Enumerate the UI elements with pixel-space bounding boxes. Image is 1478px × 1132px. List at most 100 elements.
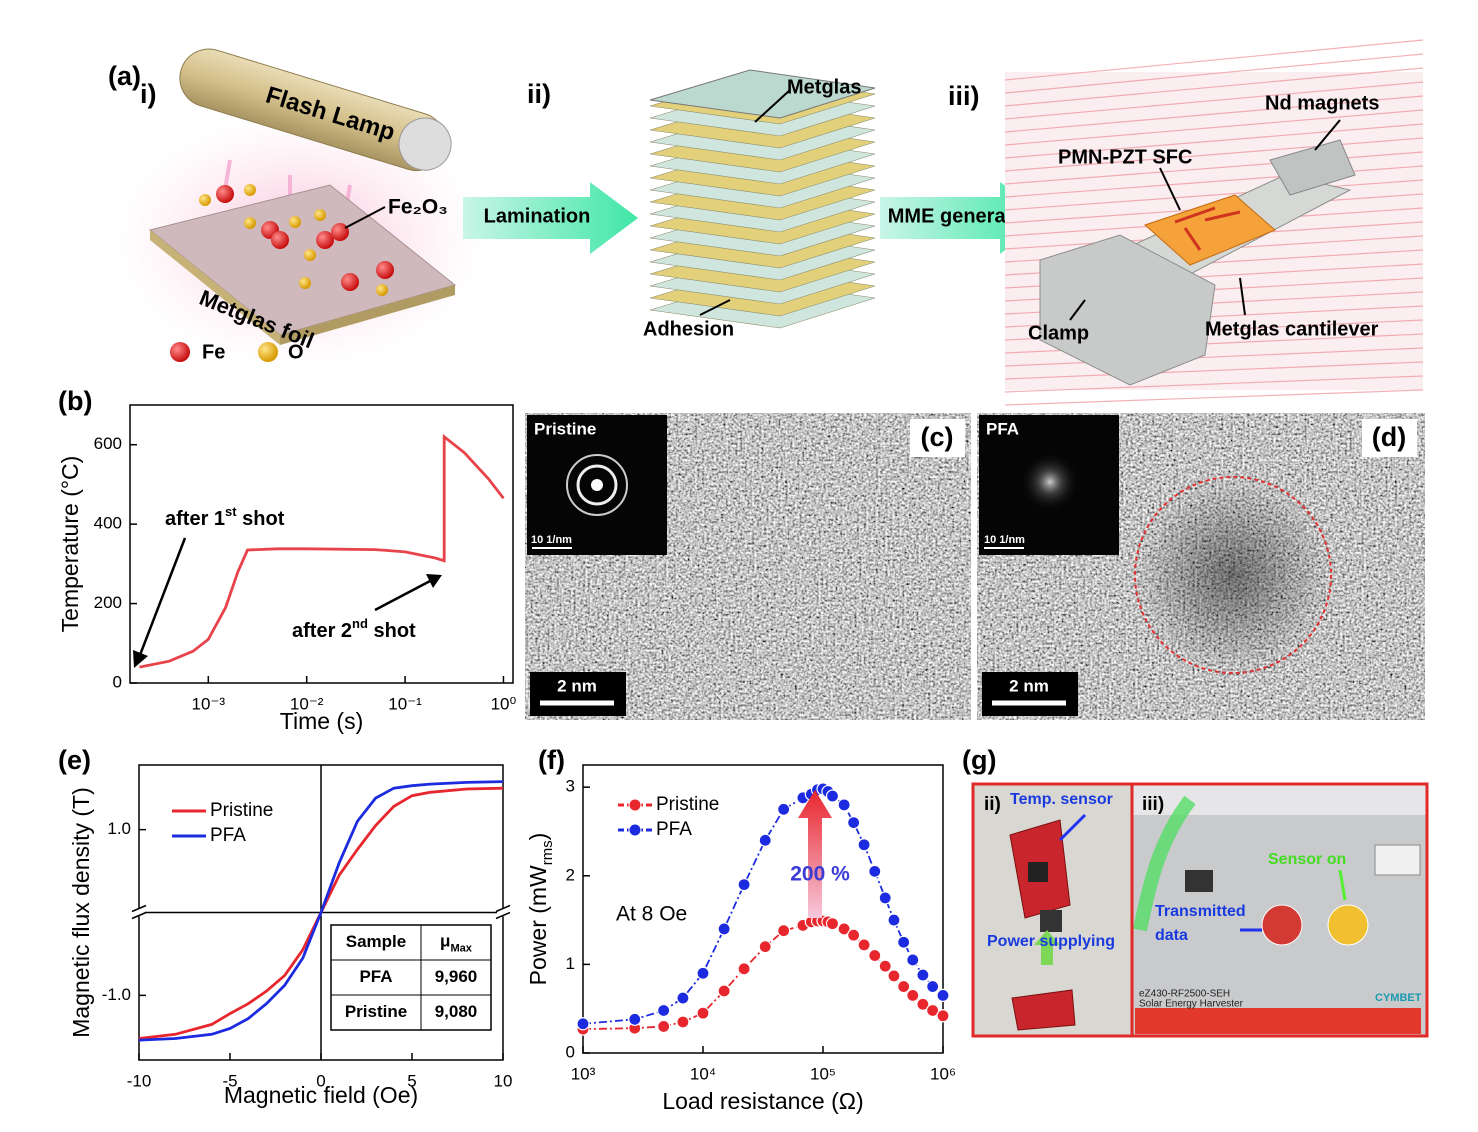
power-arrow	[1034, 930, 1060, 965]
label-box	[1362, 419, 1417, 457]
field-line	[1004, 179, 1424, 211]
data-point	[868, 864, 882, 878]
data-point	[857, 838, 871, 852]
field-line	[1004, 39, 1424, 81]
field-lines	[1004, 39, 1424, 406]
axis-break	[131, 911, 147, 920]
field-line	[1004, 389, 1424, 406]
foil-edge	[150, 230, 280, 345]
y-tick-label: 2	[566, 865, 575, 884]
metglas-label: Metglas	[787, 76, 861, 98]
data-point	[887, 913, 901, 927]
legend-text: PFA	[210, 825, 246, 846]
x-tick-label: 10⁻¹	[388, 694, 422, 713]
annotation: after 2nd shot	[292, 616, 416, 642]
table-header: Sample	[346, 932, 406, 951]
diffraction-ring	[566, 454, 628, 516]
y-tick-label: 1	[566, 954, 575, 973]
y-tick-label: 200	[94, 593, 122, 612]
adhesion-label: Adhesion	[643, 318, 734, 340]
data-point	[897, 979, 911, 994]
table-cell: PFA	[359, 967, 392, 986]
inset-label: Pristine	[534, 419, 596, 438]
text-part: nd	[352, 616, 368, 631]
panel-label: (g)	[962, 745, 996, 775]
data-point	[936, 1009, 950, 1023]
sensor-label: Temp. sensor	[1010, 791, 1113, 808]
harvester-board	[1011, 989, 1076, 1031]
data-point	[825, 917, 840, 931]
scale-box	[982, 672, 1078, 716]
data-point	[628, 1012, 642, 1026]
table-cell: Pristine	[345, 1002, 407, 1021]
data-node	[1261, 904, 1303, 946]
data-point	[857, 938, 871, 952]
data-point	[916, 997, 930, 1011]
foil-edge	[280, 285, 455, 345]
clamp	[1039, 234, 1216, 386]
step-label: i)	[140, 79, 157, 109]
plot-frame	[129, 404, 514, 684]
diffraction-spot	[591, 479, 603, 491]
arrow-label: Lamination	[484, 205, 591, 227]
legend-box	[1374, 844, 1421, 876]
arrow-head	[426, 574, 442, 588]
series-line	[138, 780, 504, 1042]
field-line	[1004, 81, 1424, 120]
pointer	[1338, 869, 1347, 901]
y-tick-label: -1.0	[102, 985, 131, 1004]
data-point	[657, 1003, 671, 1018]
diffraction-ring	[576, 464, 618, 506]
brand-label: CYMBET	[1375, 992, 1422, 1004]
text-part: shot	[237, 508, 285, 530]
inset-scale: 10 1/nm	[531, 534, 572, 546]
pointer	[1159, 167, 1181, 211]
data-point	[696, 1006, 710, 1020]
axis-break	[133, 908, 145, 917]
table-cell: 9,960	[435, 967, 478, 986]
flash-lamp	[179, 48, 452, 171]
scale-label: 2 nm	[1009, 676, 1049, 695]
data-point	[897, 935, 911, 949]
data-point	[758, 940, 772, 954]
electrodes	[1174, 206, 1241, 251]
data-point	[837, 798, 851, 812]
text-part: Max	[450, 942, 472, 954]
power-label: Power supplying	[987, 933, 1115, 950]
y-tick-label: 600	[94, 434, 122, 453]
data-point	[777, 924, 791, 938]
panel-label: (c)	[921, 422, 954, 452]
field-line	[1004, 53, 1424, 94]
annotation: after 1st shot	[165, 504, 285, 530]
inset-label: PFA	[986, 419, 1019, 438]
x-axis-label: Time (s)	[280, 708, 363, 734]
data-point	[837, 922, 851, 936]
frame	[971, 782, 1429, 1038]
field-line	[1004, 95, 1424, 133]
chip	[1028, 862, 1048, 882]
x-tick-label: -5	[222, 1071, 237, 1090]
data-point	[696, 966, 710, 980]
y-axis-label: Magnetic flux density (T)	[68, 787, 94, 1038]
x-tick-label: 10⁰	[491, 694, 517, 713]
table-cell: 9,080	[435, 1002, 478, 1021]
panel-label: (e)	[58, 745, 91, 775]
y-tick-label: 0	[113, 672, 122, 691]
data-point	[737, 962, 751, 976]
axis-break	[497, 908, 509, 917]
data-point	[777, 802, 791, 816]
data-point	[717, 984, 731, 998]
x-tick-label: 10⁻³	[192, 694, 226, 713]
x-tick-label: 10⁶	[930, 1064, 956, 1083]
legend-text: Pristine	[656, 794, 719, 815]
annotation: 200 %	[790, 863, 850, 886]
legend-marker	[628, 823, 642, 837]
y-tick-label: 0	[566, 1042, 575, 1061]
data-point	[916, 968, 930, 982]
field-line	[1004, 123, 1424, 159]
data-point	[847, 928, 861, 942]
x-tick-label: 10⁵	[810, 1064, 836, 1083]
data-point	[887, 969, 901, 983]
data-point	[676, 1015, 690, 1029]
